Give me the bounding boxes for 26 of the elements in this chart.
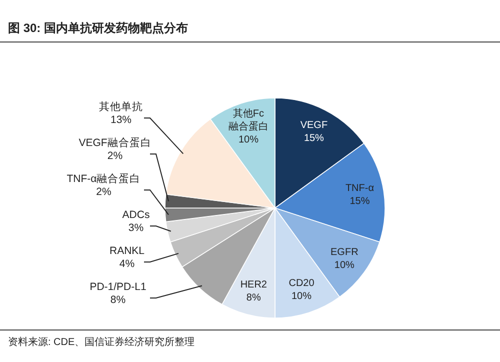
slice-label: 其他Fc融合蛋白 xyxy=(228,107,268,132)
data-label: 13% xyxy=(110,114,132,126)
slice-label: TNF-α xyxy=(345,182,374,194)
slice-label: CD20 xyxy=(288,278,315,289)
data-label: 3% xyxy=(128,222,144,234)
chart-title: 图 30: 国内单抗研发药物靶点分布 xyxy=(8,21,188,35)
data-label: 10% xyxy=(334,260,355,271)
slice-label: RANKL xyxy=(109,245,145,257)
data-label: 10% xyxy=(238,134,259,146)
data-label: 15% xyxy=(350,196,370,207)
data-label: 8% xyxy=(246,292,261,304)
slice-label: TNF-α融合蛋白 xyxy=(66,172,141,185)
data-label: 8% xyxy=(110,294,126,306)
data-label: 15% xyxy=(304,132,324,144)
slice-label: 其他单抗 xyxy=(99,100,143,113)
slice-label: VEGF xyxy=(300,120,328,131)
slice-label: ADCs xyxy=(122,209,150,221)
slice-label: HER2 xyxy=(240,279,268,290)
text: 资料来源: CDE、国信证券经济研究所整理 xyxy=(8,336,195,348)
data-label: 2% xyxy=(107,150,123,162)
slice-label: EGFR xyxy=(330,246,358,258)
data-label: 4% xyxy=(119,258,135,270)
slice-label: PD-1/PD-L1 xyxy=(90,281,146,293)
data-label: 2% xyxy=(96,186,112,198)
slice-label: VEGF融合蛋白 xyxy=(78,136,152,149)
data-label: 10% xyxy=(292,290,312,302)
